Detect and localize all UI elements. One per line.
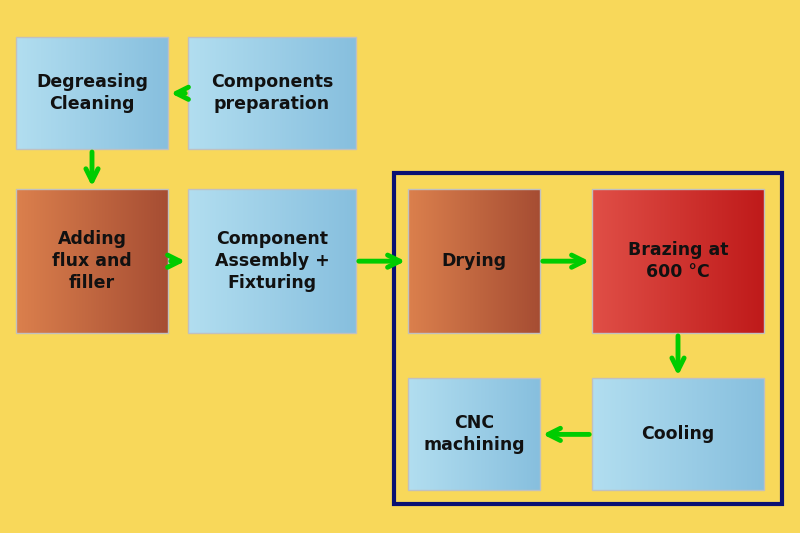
Bar — [592, 378, 764, 490]
Bar — [408, 378, 540, 490]
Bar — [16, 37, 168, 149]
Bar — [188, 37, 356, 149]
Text: Adding
flux and
filler: Adding flux and filler — [52, 230, 132, 293]
Bar — [592, 189, 764, 333]
Bar — [408, 189, 540, 333]
Text: CNC
machining: CNC machining — [423, 414, 525, 455]
Text: Brazing at
600 °C: Brazing at 600 °C — [628, 241, 728, 281]
Text: Degreasing
Cleaning: Degreasing Cleaning — [36, 73, 148, 114]
Text: Component
Assembly +
Fixturing: Component Assembly + Fixturing — [214, 230, 330, 293]
Text: Cooling: Cooling — [642, 425, 714, 443]
Text: Drying: Drying — [442, 252, 506, 270]
Text: Components
preparation: Components preparation — [211, 73, 333, 114]
Bar — [16, 189, 168, 333]
Bar — [394, 173, 782, 504]
Bar — [188, 189, 356, 333]
